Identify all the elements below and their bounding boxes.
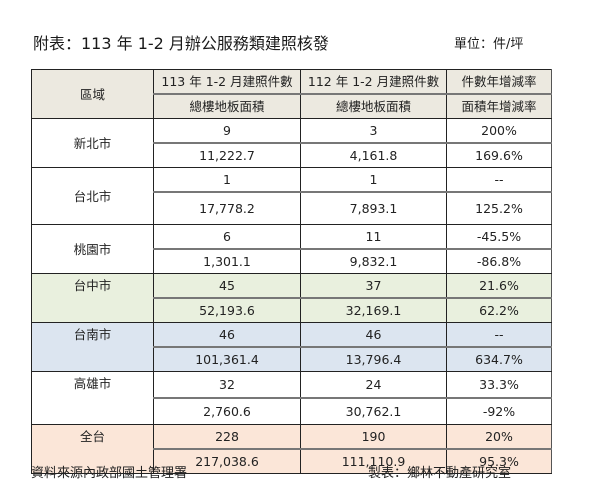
count-113: 32: [153, 371, 301, 399]
area-yoy: -86.8%: [446, 249, 552, 274]
area-113: 1,301.1: [153, 249, 301, 274]
area-112: 111,110.9: [300, 449, 447, 474]
count-yoy: 200%: [446, 118, 552, 144]
count-112: 46: [300, 322, 447, 348]
page-title: 附表：113 年 1-2 月辦公服務類建照核發: [33, 34, 329, 53]
area-112: 13,796.4: [300, 347, 447, 372]
area-112: 30,762.1: [300, 398, 447, 425]
area-112: 7,893.1: [300, 192, 447, 225]
area-113: 52,193.6: [153, 298, 301, 323]
count-yoy: --: [446, 322, 552, 348]
table-row: 桃園市 6 11 -45.5%: [31, 224, 552, 274]
table-row-highlight-green: 52,193.6 32,169.1 62.2%: [32, 298, 552, 323]
area-yoy: -92%: [446, 398, 552, 425]
table-row-highlight-blue: 台南市 46 46 --: [31, 322, 552, 372]
table-row-highlight-blue: 101,361.4 13,796.4 634.7%: [32, 347, 552, 372]
count-113: 1: [153, 167, 301, 193]
count-yoy: --: [446, 167, 552, 193]
count-113: 45: [153, 273, 301, 299]
producer-note: 製表：鄉林不動產研究室: [368, 466, 512, 481]
area-yoy: 125.2%: [446, 192, 552, 225]
area-yoy: 634.7%: [446, 347, 552, 372]
header-112-area: 總樓地板面積: [300, 94, 447, 119]
header-113-count: 113 年 1-2 月建照件數: [153, 69, 301, 95]
building-permit-table: 區域 113 年 1-2 月建照件數 112 年 1-2 月建照件數 件數年增減…: [31, 69, 552, 474]
unit-label: 單位：件/坪: [454, 37, 524, 52]
area-112: 9,832.1: [300, 249, 447, 274]
count-112: 3: [300, 118, 447, 144]
count-112: 37: [300, 273, 447, 299]
data-source-note: 資料來源內政部國土管理署: [31, 466, 188, 481]
area-112: 32,169.1: [300, 298, 447, 323]
count-113: 6: [153, 224, 301, 250]
table-row: 1,301.1 9,832.1 -86.8%: [32, 249, 552, 274]
table-row: 17,778.2 7,893.1 125.2%: [32, 192, 552, 225]
region-cell: 桃園市: [31, 224, 154, 274]
region-cell: 台北市: [31, 167, 154, 225]
table-row: 新北市 9 3 200%: [31, 118, 552, 168]
area-yoy: 169.6%: [446, 143, 552, 168]
count-yoy: -45.5%: [446, 224, 552, 250]
region-cell: 新北市: [31, 118, 154, 168]
count-113: 46: [153, 322, 301, 348]
count-113: 228: [153, 424, 301, 450]
table-row-highlight-green: 台中市 45 37 21.6%: [31, 273, 552, 323]
header-count-yoy: 件數年增減率: [446, 69, 552, 95]
count-112: 11: [300, 224, 447, 250]
count-113: 9: [153, 118, 301, 144]
area-yoy: 95.3%: [446, 449, 552, 474]
area-113: 217,038.6: [153, 449, 301, 474]
header-row-2: 總樓地板面積 總樓地板面積 面積年增減率: [32, 94, 552, 119]
area-113: 17,778.2: [153, 192, 301, 225]
header-112-count: 112 年 1-2 月建照件數: [300, 69, 447, 95]
header-row-1: 區域 113 年 1-2 月建照件數 112 年 1-2 月建照件數 件數年增減…: [31, 69, 552, 119]
area-112: 4,161.8: [300, 143, 447, 168]
region-cell: 台中市: [31, 273, 154, 323]
count-yoy: 21.6%: [446, 273, 552, 299]
header-region: 區域: [31, 69, 154, 119]
area-yoy: 62.2%: [446, 298, 552, 323]
region-cell: 高雄市: [31, 371, 154, 425]
table-row: 高雄市 32 24 33.3%: [31, 371, 552, 425]
header-area-yoy: 面積年增減率: [446, 94, 552, 119]
table-row: 2,760.6 30,762.1 -92%: [32, 398, 552, 425]
count-yoy: 33.3%: [446, 371, 552, 399]
area-113: 11,222.7: [153, 143, 301, 168]
table-row: 11,222.7 4,161.8 169.6%: [32, 143, 552, 168]
count-112: 24: [300, 371, 447, 399]
count-112: 190: [300, 424, 447, 450]
area-113: 2,760.6: [153, 398, 301, 425]
count-112: 1: [300, 167, 447, 193]
table-row: 台北市 1 1 --: [31, 167, 552, 225]
count-yoy: 20%: [446, 424, 552, 450]
table-row-highlight-total: 217,038.6 111,110.9 95.3%: [32, 449, 552, 474]
region-cell: 全台: [31, 424, 154, 474]
area-113: 101,361.4: [153, 347, 301, 372]
header-113-area: 總樓地板面積: [153, 94, 301, 119]
region-cell: 台南市: [31, 322, 154, 372]
table-row-highlight-total: 全台 228 190 20%: [31, 424, 552, 474]
